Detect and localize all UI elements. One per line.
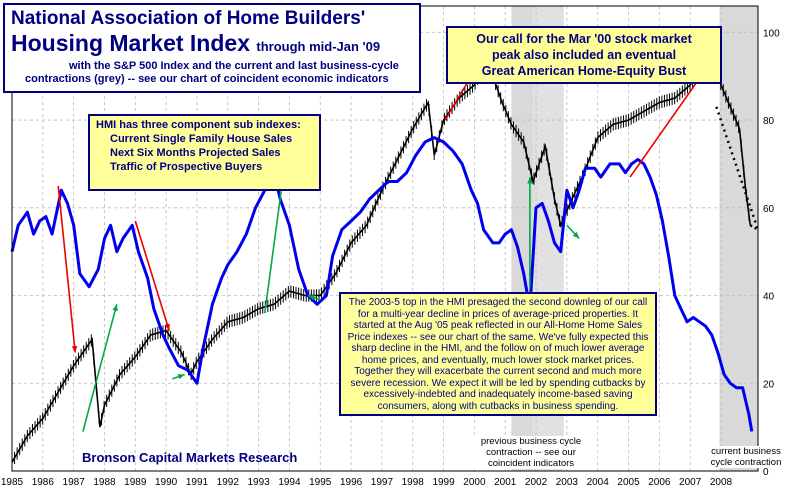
- hmi-item-projected-sales: Next Six Months Projected Sales: [110, 147, 281, 159]
- x-tick-label: 2002: [525, 477, 548, 488]
- green-arrow-head: [572, 231, 580, 239]
- x-tick-label: 2005: [617, 477, 640, 488]
- call-line-3: Great American Home-Equity Bust: [481, 64, 687, 78]
- x-tick-label: 1992: [217, 477, 240, 488]
- x-tick-label: 2006: [648, 477, 671, 488]
- sp500-projection-dots: [715, 106, 760, 231]
- y-tick-label: 80: [763, 116, 775, 127]
- axes: 1985 1986 1987 1988 1989 1990 1991 1992 1993 1994…: [1, 5, 780, 488]
- y-tick-label: 60: [763, 204, 775, 215]
- x-tick-label: 1987: [63, 477, 86, 488]
- y-tick-label: 20: [763, 379, 775, 390]
- subtitle-line-a: with the S&P 500 Index and the current a…: [69, 60, 399, 72]
- x-tick-label: 1993: [247, 477, 270, 488]
- y-tick-label: 0: [763, 467, 769, 478]
- hmi-line: [10, 136, 754, 432]
- x-tick-label: 1995: [309, 477, 332, 488]
- trend-arrows: [57, 62, 708, 432]
- x-tick-label: 1996: [340, 477, 363, 488]
- green-arrow-head: [527, 177, 533, 184]
- x-tick-label: 2003: [556, 477, 579, 488]
- x-tick-label: 1985: [1, 477, 24, 488]
- x-tick-label: 2001: [494, 477, 517, 488]
- credit-label: Bronson Capital Markets Research: [82, 450, 298, 465]
- red-arrow: [134, 220, 170, 331]
- call-line-1: Our call for the Mar '00 stock market: [476, 32, 692, 46]
- hmi-item-current-sales: Current Single Family House Sales: [110, 133, 293, 145]
- x-tick-label: 1989: [124, 477, 147, 488]
- hmi-components-box: HMI has three component sub indexes: Cur…: [88, 114, 321, 191]
- red-arrow: [629, 66, 708, 178]
- x-tick-label: 1991: [186, 477, 209, 488]
- x-tick-label: 1990: [155, 477, 178, 488]
- green-arrow-head: [307, 295, 315, 301]
- title-box: National Association of Home Builders' H…: [3, 3, 421, 93]
- y-tick-label: 100: [763, 28, 780, 39]
- title-line-2: Housing Market Index through mid-Jan '09: [11, 30, 413, 60]
- commentary-box: The 2003-5 top in the HMI presaged the s…: [339, 292, 657, 416]
- title-main: Housing Market Index: [11, 30, 250, 56]
- previous-cycle-annotation: previous business cycle contraction -- s…: [472, 436, 590, 469]
- x-tick-label: 1986: [32, 477, 55, 488]
- x-tick-label: 1997: [371, 477, 394, 488]
- red-arrow-head: [164, 323, 170, 331]
- green-arrow-head: [112, 304, 118, 312]
- x-tick-label: 1998: [402, 477, 425, 488]
- green-arrow: [82, 304, 118, 432]
- x-tick-label: 1988: [93, 477, 116, 488]
- green-arrow-head: [177, 374, 185, 380]
- red-arrow-head: [71, 345, 78, 353]
- x-tick-label: 2008: [710, 477, 733, 488]
- red-arrow: [57, 185, 76, 353]
- x-tick-label: 2000: [463, 477, 486, 488]
- title-line-1: National Association of Home Builders': [11, 8, 366, 29]
- x-tick-label: 1999: [432, 477, 455, 488]
- sp500-projection: [749, 224, 759, 231]
- x-tick-label: 2004: [587, 477, 610, 488]
- call-line-2: peak also included an eventual: [491, 48, 677, 62]
- y-tick-label: 40: [763, 292, 775, 303]
- hmi-series: [10, 106, 760, 432]
- recession-band: [719, 6, 758, 471]
- x-tick-label: 2007: [679, 477, 702, 488]
- x-tick-label: 1994: [278, 477, 301, 488]
- hmi-item-traffic: Traffic of Prospective Buyers: [110, 161, 263, 173]
- hmi-box-heading: HMI has three component sub indexes:: [96, 119, 301, 131]
- subtitle-line-b: contractions (grey) -- see our chart of …: [25, 73, 389, 85]
- call-box: Our call for the Mar '00 stock market pe…: [446, 26, 722, 84]
- current-cycle-annotation: current business cycle contraction: [705, 446, 787, 468]
- title-suffix: through mid-Jan '09: [256, 39, 381, 54]
